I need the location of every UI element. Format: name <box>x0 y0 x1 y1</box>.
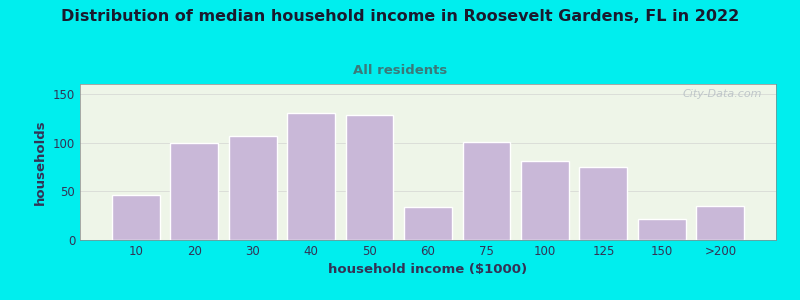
Bar <box>112 195 159 240</box>
Bar <box>579 167 627 240</box>
X-axis label: household income ($1000): household income ($1000) <box>329 263 527 276</box>
Bar <box>229 136 277 240</box>
Text: Distribution of median household income in Roosevelt Gardens, FL in 2022: Distribution of median household income … <box>61 9 739 24</box>
Bar <box>462 142 510 240</box>
Bar <box>287 113 335 240</box>
Bar <box>638 218 686 240</box>
Text: All residents: All residents <box>353 64 447 77</box>
Bar <box>697 206 744 240</box>
Bar <box>404 207 452 240</box>
Y-axis label: households: households <box>34 119 47 205</box>
Text: City-Data.com: City-Data.com <box>682 89 762 99</box>
Bar <box>170 142 218 240</box>
Bar <box>346 115 394 240</box>
Bar <box>521 161 569 240</box>
